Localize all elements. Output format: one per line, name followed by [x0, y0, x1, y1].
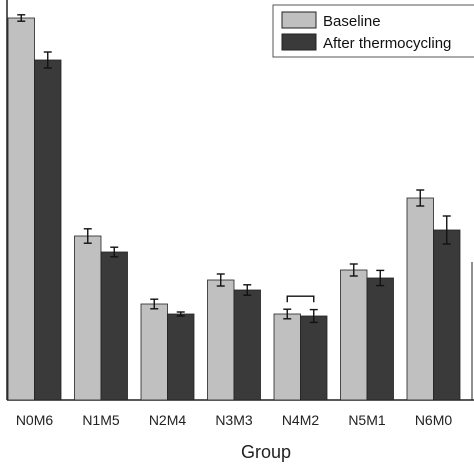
- plot-area: N0M6N1M5N2M4N3M3N4M2N5M1N6M0R: [6, 0, 474, 428]
- legend-swatch-after-thermocycling: [281, 33, 317, 51]
- bar-n3m3-baseline: [207, 279, 235, 401]
- bar-n0m6-after-thermocycling: [34, 59, 62, 401]
- bar-n4m2-baseline: [273, 313, 301, 401]
- bar-n0m6-baseline: [7, 17, 35, 401]
- error-bar-n4m2-baseline: [283, 308, 292, 320]
- bar-n4m2-after-thermocycling: [300, 315, 328, 401]
- x-tick-label-n6m0: N6M0: [415, 412, 453, 428]
- x-tick-label-n3m3: N3M3: [215, 412, 253, 428]
- error-bars-group: [17, 14, 451, 324]
- bar-n6m0-baseline: [406, 197, 434, 401]
- legend-swatch-baseline: [281, 11, 317, 29]
- bars-group: [7, 17, 461, 401]
- legend-label-baseline: Baseline: [323, 13, 381, 30]
- x-tick-label-n2m4: N2M4: [149, 412, 187, 428]
- error-bar-n6m0-after-thermocycling: [442, 215, 451, 245]
- error-bar-n3m3-baseline: [216, 273, 225, 287]
- x-tick-label-n5m1: N5M1: [348, 412, 386, 428]
- error-bar-n5m1-after-thermocycling: [376, 269, 385, 287]
- bar-n5m1-after-thermocycling: [366, 277, 394, 401]
- bar-n5m1-baseline: [340, 269, 368, 401]
- bar-n1m5-baseline: [74, 235, 102, 401]
- error-bar-n1m5-after-thermocycling: [110, 246, 119, 258]
- x-axis-title: Group: [241, 442, 291, 462]
- bar-n1m5-after-thermocycling: [100, 251, 128, 401]
- bar-n2m4-baseline: [140, 303, 168, 401]
- x-tick-label-n4m2: N4M2: [282, 412, 320, 428]
- error-bar-n1m5-baseline: [83, 228, 92, 244]
- error-bar-n2m4-after-thermocycling: [176, 311, 185, 317]
- x-tick-label-n1m5: N1M5: [82, 412, 120, 428]
- error-bar-n4m2-after-thermocycling: [309, 308, 318, 324]
- bar-n3m3-after-thermocycling: [233, 289, 261, 401]
- legend: Baseline After thermocycling: [272, 4, 474, 58]
- error-bar-n5m1-baseline: [349, 263, 358, 277]
- annotations-group: [286, 295, 315, 303]
- error-bar-n3m3-after-thermocycling: [243, 284, 252, 296]
- error-bar-n0m6-after-thermocycling: [43, 51, 52, 69]
- error-bar-n2m4-baseline: [150, 298, 159, 310]
- x-tick-labels: N0M6N1M5N2M4N3M3N4M2N5M1N6M0R: [16, 412, 453, 428]
- legend-label-after-thermocycling: After thermocycling: [323, 35, 451, 52]
- significance-bracket-n4m2: [286, 295, 315, 303]
- x-tick-label-n0m6: N0M6: [16, 412, 54, 428]
- error-bar-n0m6-baseline: [17, 14, 26, 22]
- error-bar-n6m0-baseline: [416, 189, 425, 207]
- bar-n2m4-after-thermocycling: [167, 313, 195, 401]
- bar-n6m0-after-thermocycling: [433, 229, 461, 401]
